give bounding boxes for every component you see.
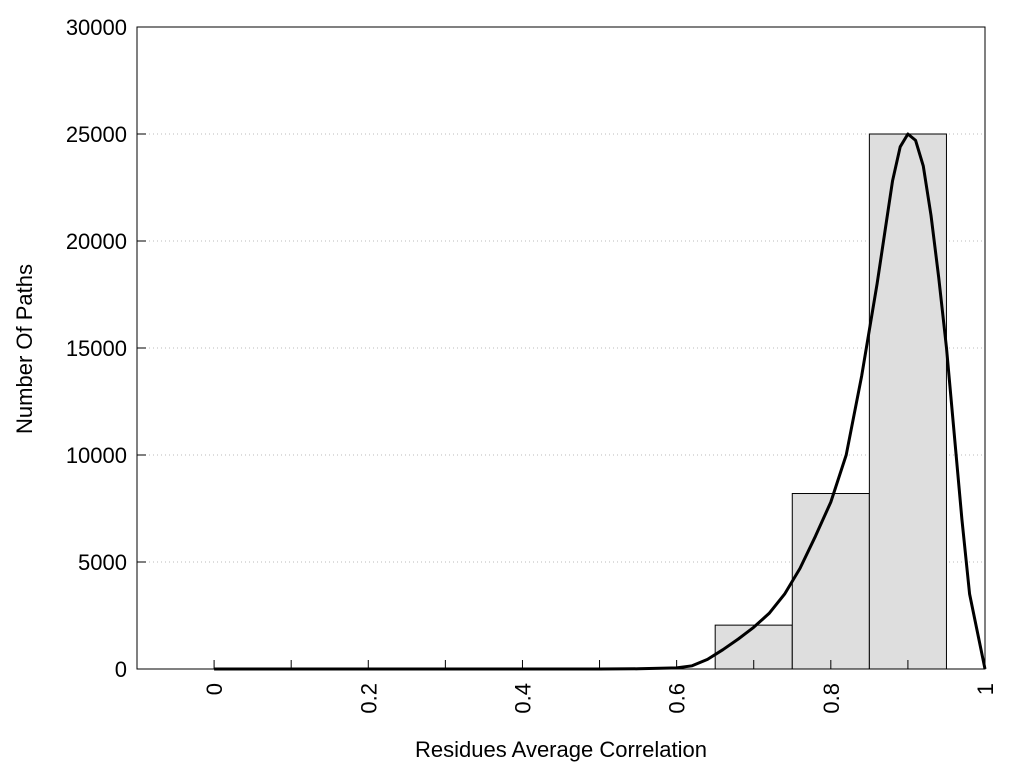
tick-labels: 0 5000 10000 15000 20000 25000 30000 0 0.2 0.4 0.6… (66, 15, 998, 714)
y-tick-label: 15000 (66, 336, 127, 361)
x-tick-label: 0.8 (819, 683, 844, 714)
x-tick-label: 1 (973, 683, 998, 695)
x-tick-label: 0.6 (665, 683, 690, 714)
histogram-bar (868, 133, 947, 670)
bars (714, 133, 947, 670)
y-tick-label: 25000 (66, 122, 127, 147)
ticks (137, 26, 986, 670)
x-tick-label: 0.4 (510, 683, 535, 714)
y-tick-label: 30000 (66, 15, 127, 40)
x-axis-label: Residues Average Correlation (415, 737, 707, 762)
y-tick-label: 20000 (66, 229, 127, 254)
y-axis-label: Number Of Paths (12, 264, 37, 434)
y-tick-label: 5000 (78, 550, 127, 575)
x-tick-label: 0.2 (356, 683, 381, 714)
y-tick-label: 0 (115, 657, 127, 682)
y-tick-label: 10000 (66, 443, 127, 468)
histogram-bar (791, 493, 870, 670)
x-tick-label: 0 (202, 683, 227, 695)
grid-lines (137, 133, 985, 563)
